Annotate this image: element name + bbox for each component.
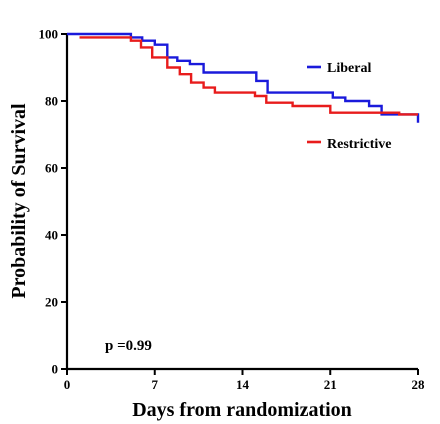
legend-label-liberal: Liberal	[327, 61, 371, 76]
series-lines	[67, 32, 420, 123]
x-tick-label: 7	[152, 377, 159, 392]
x-tick-label: 0	[64, 377, 71, 392]
y-axis-title: Probability of Survival	[8, 103, 30, 299]
series-line-liberal	[67, 32, 420, 123]
y-tick-label: 40	[45, 228, 58, 243]
x-ticks: 0 7 14 21 28	[64, 369, 425, 392]
p-value-annotation: p =0.99	[105, 338, 152, 354]
x-tick-label: 21	[324, 377, 337, 392]
y-ticks: 0 20 40 60 80 100	[39, 27, 67, 377]
y-tick-label: 100	[39, 27, 59, 42]
axes	[65, 34, 418, 371]
x-axis-title: Days from randomization	[132, 399, 352, 421]
y-tick-label: 0	[52, 362, 59, 377]
y-tick-label: 80	[45, 94, 58, 109]
y-tick-label: 60	[45, 161, 58, 176]
legend-label-restrictive: Restrictive	[327, 137, 392, 152]
x-tick-label: 14	[236, 377, 250, 392]
series-line-restrictive	[79, 36, 418, 116]
legend: Liberal Restrictive	[307, 61, 392, 152]
y-tick-label: 20	[45, 295, 58, 310]
x-tick-label: 28	[412, 377, 426, 392]
